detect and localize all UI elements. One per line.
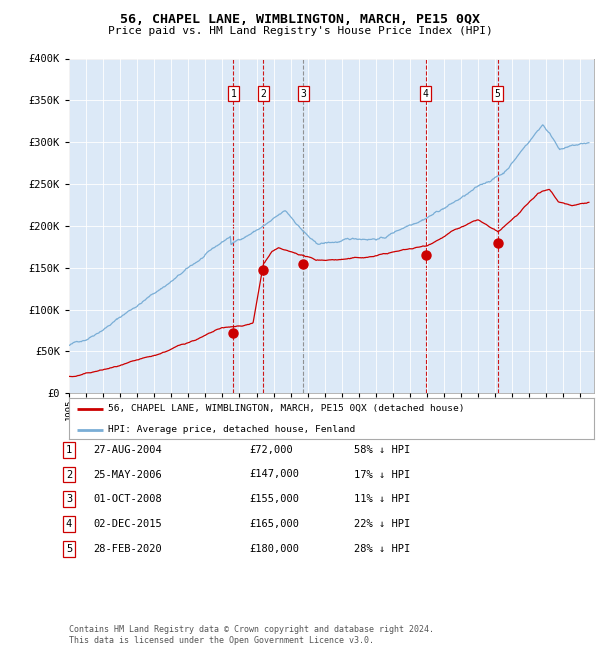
- Text: 3: 3: [66, 494, 72, 504]
- Text: 22% ↓ HPI: 22% ↓ HPI: [354, 519, 410, 529]
- Text: £72,000: £72,000: [249, 445, 293, 455]
- Text: £147,000: £147,000: [249, 469, 299, 480]
- Text: 1: 1: [66, 445, 72, 455]
- Text: 25-MAY-2006: 25-MAY-2006: [93, 469, 162, 480]
- Text: 56, CHAPEL LANE, WIMBLINGTON, MARCH, PE15 0QX (detached house): 56, CHAPEL LANE, WIMBLINGTON, MARCH, PE1…: [109, 404, 465, 413]
- Text: 56, CHAPEL LANE, WIMBLINGTON, MARCH, PE15 0QX: 56, CHAPEL LANE, WIMBLINGTON, MARCH, PE1…: [120, 13, 480, 26]
- Text: 58% ↓ HPI: 58% ↓ HPI: [354, 445, 410, 455]
- Text: 3: 3: [301, 88, 307, 99]
- Text: 5: 5: [66, 543, 72, 554]
- Text: 11% ↓ HPI: 11% ↓ HPI: [354, 494, 410, 504]
- Text: 4: 4: [66, 519, 72, 529]
- Text: 02-DEC-2015: 02-DEC-2015: [93, 519, 162, 529]
- Text: 4: 4: [422, 88, 428, 99]
- Text: £155,000: £155,000: [249, 494, 299, 504]
- Text: £180,000: £180,000: [249, 543, 299, 554]
- Text: 2: 2: [66, 469, 72, 480]
- Text: £165,000: £165,000: [249, 519, 299, 529]
- Text: 28% ↓ HPI: 28% ↓ HPI: [354, 543, 410, 554]
- Text: 28-FEB-2020: 28-FEB-2020: [93, 543, 162, 554]
- Text: Contains HM Land Registry data © Crown copyright and database right 2024.
This d: Contains HM Land Registry data © Crown c…: [69, 625, 434, 645]
- Text: 5: 5: [495, 88, 500, 99]
- Text: HPI: Average price, detached house, Fenland: HPI: Average price, detached house, Fenl…: [109, 425, 356, 434]
- Text: 2: 2: [260, 88, 266, 99]
- Text: Price paid vs. HM Land Registry's House Price Index (HPI): Price paid vs. HM Land Registry's House …: [107, 26, 493, 36]
- Text: 01-OCT-2008: 01-OCT-2008: [93, 494, 162, 504]
- Text: 27-AUG-2004: 27-AUG-2004: [93, 445, 162, 455]
- Text: 17% ↓ HPI: 17% ↓ HPI: [354, 469, 410, 480]
- Text: 1: 1: [230, 88, 236, 99]
